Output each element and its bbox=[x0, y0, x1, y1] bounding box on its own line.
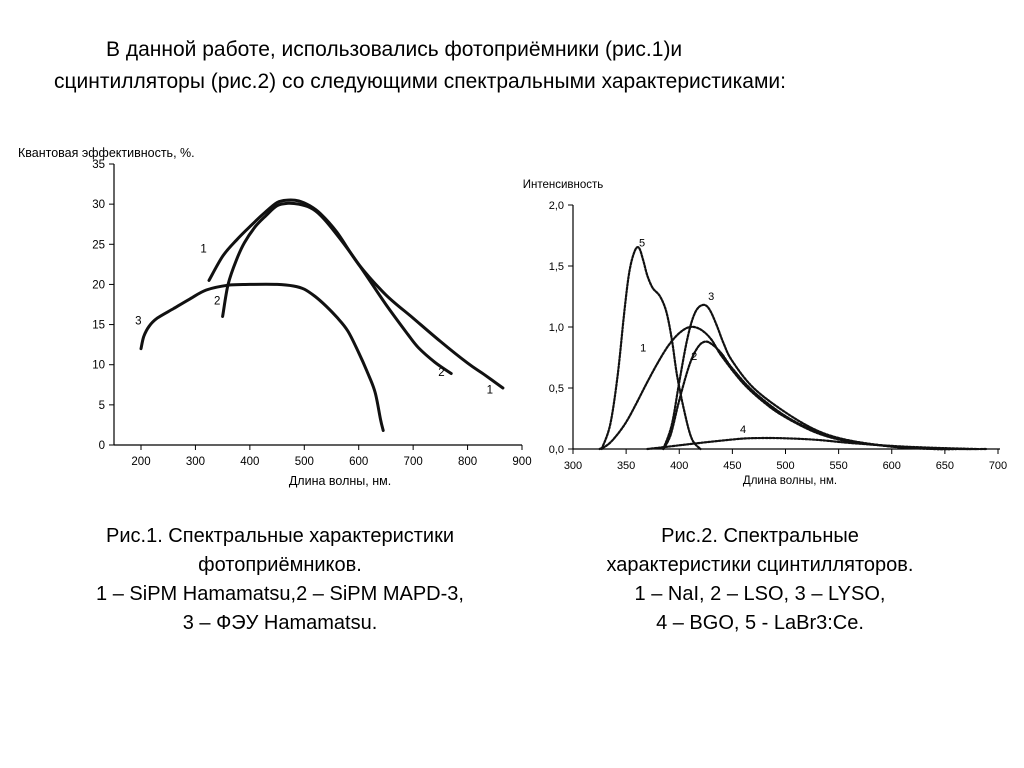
fig2-series-4-line bbox=[646, 436, 978, 451]
fig2-x-tick-label: 700 bbox=[989, 460, 1007, 472]
fig2-y-axis-label: Интенсивность bbox=[523, 179, 604, 191]
fig2-x-tick-label: 350 bbox=[617, 460, 635, 472]
fig2-x-axis-label: Длина волны, нм. bbox=[743, 475, 837, 487]
intro-line-1: В данной работе, использовались фотоприё… bbox=[106, 38, 683, 61]
fig1-caption-line: 1 – SiPM Hamamatsu,2 – SiPM MAPD-3, bbox=[96, 583, 464, 605]
fig2-caption-line: 1 – NaI, 2 – LSO, 3 – LYSO, bbox=[634, 583, 886, 605]
fig1-x-tick-label: 400 bbox=[240, 456, 259, 468]
fig2-y-tick-label: 2,0 bbox=[549, 200, 564, 212]
fig2-series-label: 2 bbox=[691, 351, 697, 363]
fig2-y-tick-label: 0,0 bbox=[549, 444, 564, 456]
fig2-caption-line: характеристики сцинтилляторов. bbox=[606, 554, 914, 576]
fig1-y-axis-label: Квантовая эффективность, %. bbox=[18, 146, 195, 160]
fig1-series-label: 2 bbox=[214, 296, 220, 308]
fig2-x-tick-label: 650 bbox=[936, 460, 954, 472]
fig1-y-tick-label: 10 bbox=[92, 360, 105, 372]
fig2-y-tick-label: 0,5 bbox=[549, 383, 564, 395]
fig1-x-tick-label: 700 bbox=[404, 456, 423, 468]
fig2-series-label: 3 bbox=[708, 291, 714, 303]
fig2-series-3-line bbox=[662, 303, 957, 451]
fig2-x-tick-label: 450 bbox=[723, 460, 741, 472]
fig2-caption-line: 4 – BGO, 5 - LaBr3:Ce. bbox=[656, 612, 864, 634]
fig1-series-2-line bbox=[221, 201, 453, 375]
fig1-x-tick-label: 200 bbox=[131, 456, 150, 468]
fig1-series-3-line bbox=[139, 282, 385, 432]
fig2-series-label: 1 bbox=[640, 342, 646, 354]
fig2-series-label: 5 bbox=[639, 237, 645, 249]
intro-text: В данной работе, использовались фотоприё… bbox=[54, 34, 994, 98]
intro-line-2: сцинтилляторы (рис.2) со следующими спек… bbox=[54, 70, 786, 93]
fig2-series-label: 4 bbox=[740, 424, 746, 436]
fig1-caption-line: 3 – ФЭУ Hamamatsu. bbox=[182, 612, 378, 634]
fig2-x-tick-label: 500 bbox=[776, 460, 794, 472]
fig1-x-tick-label: 900 bbox=[512, 456, 531, 468]
fig2-x-tick-label: 300 bbox=[564, 460, 582, 472]
fig2-y-tick-label: 1,0 bbox=[549, 322, 564, 334]
fig1-caption-line: фотоприёмников. bbox=[198, 554, 362, 576]
fig1-y-tick-label: 0 bbox=[99, 440, 105, 452]
fig2-series-2-line bbox=[662, 340, 957, 451]
fig1-series-label: 2 bbox=[438, 367, 444, 379]
fig2-caption: Рис.2. Спектральные характеристики сцинт… bbox=[540, 522, 980, 638]
fig1-x-tick-label: 800 bbox=[458, 456, 477, 468]
fig1-y-tick-label: 15 bbox=[92, 320, 105, 332]
fig1-series-label: 1 bbox=[200, 243, 206, 255]
fig2-x-tick-label: 400 bbox=[670, 460, 688, 472]
fig2-series-1-line bbox=[598, 325, 989, 451]
fig1-x-tick-label: 500 bbox=[295, 456, 314, 468]
fig1-x-tick-label: 600 bbox=[349, 456, 368, 468]
fig2-series-5-line bbox=[600, 246, 702, 451]
fig1-caption: Рис.1. Спектральные характеристики фотоп… bbox=[20, 522, 540, 638]
fig1-y-tick-label: 20 bbox=[92, 279, 105, 291]
fig1-series-label: 1 bbox=[487, 385, 493, 397]
fig1-x-axis-label: Длина волны, нм. bbox=[289, 474, 391, 488]
fig2-x-tick-label: 550 bbox=[829, 460, 847, 472]
fig1-caption-line: Рис.1. Спектральные характеристики bbox=[106, 525, 454, 547]
fig1-x-tick-label: 300 bbox=[186, 456, 205, 468]
fig1-y-tick-label: 5 bbox=[99, 400, 105, 412]
fig1-series-label: 3 bbox=[135, 316, 141, 328]
fig2-y-tick-label: 1,5 bbox=[549, 261, 564, 273]
fig1-y-tick-label: 25 bbox=[92, 239, 105, 251]
fig1-y-tick-label: 30 bbox=[92, 199, 105, 211]
fig2-caption-line: Рис.2. Спектральные bbox=[661, 525, 859, 547]
fig2-x-tick-label: 600 bbox=[883, 460, 901, 472]
fig1-y-tick-label: 35 bbox=[92, 159, 105, 171]
